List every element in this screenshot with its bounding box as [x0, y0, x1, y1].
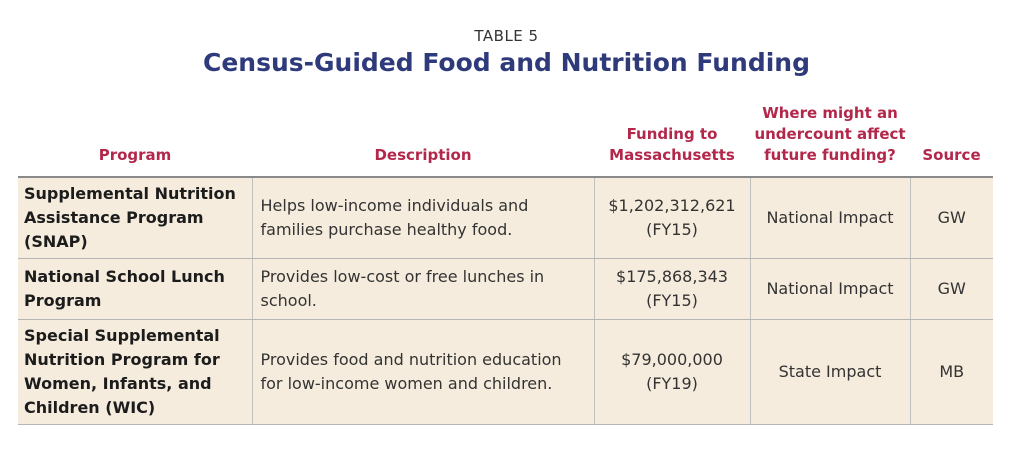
- header-impact-line: Where might an: [762, 104, 898, 122]
- header-program: Program: [18, 103, 252, 178]
- funding-year: (FY19): [646, 374, 698, 393]
- header-funding-line: Funding to: [626, 125, 718, 143]
- impact-cell: National Impact: [749, 177, 910, 259]
- header-funding: Funding to Massachusetts: [594, 103, 750, 178]
- description-cell: Helps low-income individuals and familie…: [251, 177, 594, 259]
- description-cell: Provides food and nutrition education fo…: [251, 319, 594, 425]
- description-cell: Provides low-cost or free lunches in sch…: [251, 258, 594, 320]
- funding-amount: $79,000,000: [621, 350, 723, 369]
- funding-year: (FY15): [646, 220, 698, 239]
- program-cell: National School Lunch Program: [18, 258, 252, 320]
- table-number: TABLE 5: [474, 27, 539, 45]
- header-impact-line: undercount affect: [754, 125, 906, 143]
- impact-cell: National Impact: [749, 258, 910, 320]
- funding-cell: $79,000,000 (FY19): [593, 319, 750, 425]
- funding-year: (FY15): [646, 291, 698, 310]
- table-row: Special Supplemental Nutrition Program f…: [18, 319, 993, 425]
- funding-amount: $175,868,343: [616, 267, 728, 286]
- header-description: Description: [252, 103, 594, 178]
- table-title: Census-Guided Food and Nutrition Funding: [202, 48, 810, 77]
- funding-table: Program Description Funding to Massachus…: [18, 103, 993, 425]
- header-source: Source: [910, 103, 993, 178]
- source-cell: MB: [909, 319, 993, 425]
- program-cell: Special Supplemental Nutrition Program f…: [18, 319, 252, 425]
- funding-cell: $1,202,312,621 (FY15): [593, 177, 750, 259]
- header-impact: Where might an undercount affect future …: [750, 103, 910, 178]
- program-cell: Supplemental Nutrition Assistance Progra…: [18, 177, 252, 259]
- header-impact-line: future funding?: [764, 146, 896, 164]
- header-row: Program Description Funding to Massachus…: [18, 103, 993, 178]
- table-row: National School Lunch Program Provides l…: [18, 258, 993, 320]
- impact-cell: State Impact: [749, 319, 910, 425]
- funding-amount: $1,202,312,621: [608, 196, 736, 215]
- source-cell: GW: [909, 177, 993, 259]
- header-funding-line: Massachusetts: [609, 146, 735, 164]
- funding-cell: $175,868,343 (FY15): [593, 258, 750, 320]
- table-row: Supplemental Nutrition Assistance Progra…: [18, 177, 993, 259]
- source-cell: GW: [909, 258, 993, 320]
